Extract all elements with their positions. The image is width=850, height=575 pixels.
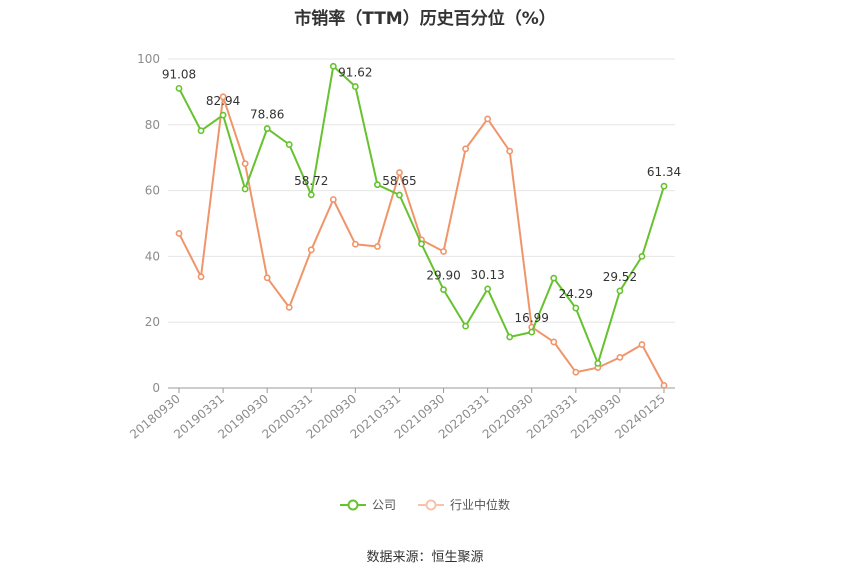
series-point-1[interactable] bbox=[241, 160, 249, 168]
y-tick-label: 20 bbox=[145, 315, 160, 329]
series-point-1[interactable] bbox=[285, 303, 293, 311]
series-point-1[interactable] bbox=[374, 243, 381, 250]
series-layer bbox=[175, 62, 668, 389]
series-point-1[interactable] bbox=[462, 145, 469, 153]
data-label: 30.13 bbox=[470, 268, 504, 282]
legend-industry-line-icon bbox=[418, 499, 444, 510]
legend-company-label: 公司 bbox=[371, 498, 396, 512]
series-point-0[interactable] bbox=[418, 240, 425, 248]
series-point-1[interactable] bbox=[329, 196, 337, 203]
data-label: 91.62 bbox=[338, 66, 372, 80]
data-label: 91.08 bbox=[162, 67, 196, 81]
series-point-0[interactable] bbox=[506, 333, 514, 341]
plot-area: 0204060801002018093020190331201909302020… bbox=[127, 52, 681, 442]
series-point-0[interactable] bbox=[638, 252, 646, 260]
y-tick-label: 60 bbox=[145, 184, 160, 198]
series-point-0[interactable] bbox=[351, 83, 359, 90]
series-point-0[interactable] bbox=[572, 304, 580, 312]
series-point-0[interactable] bbox=[594, 359, 602, 367]
y-tick-label: 80 bbox=[145, 118, 160, 132]
series-point-0[interactable] bbox=[616, 287, 624, 295]
series-point-0[interactable] bbox=[241, 185, 249, 193]
series-point-0[interactable] bbox=[307, 191, 315, 199]
series-point-0[interactable] bbox=[175, 84, 183, 92]
data-label: 58.65 bbox=[382, 174, 416, 188]
series-point-0[interactable] bbox=[197, 127, 205, 135]
series-point-1[interactable] bbox=[638, 341, 646, 348]
series-point-1[interactable] bbox=[396, 169, 403, 176]
data-label: 29.90 bbox=[426, 269, 460, 283]
series-point-1[interactable] bbox=[550, 338, 558, 346]
data-label: 58.72 bbox=[294, 174, 328, 188]
y-tick-label: 100 bbox=[137, 52, 160, 66]
series-point-0[interactable] bbox=[528, 328, 536, 336]
axis-layer: 0204060801002018093020190331201909302020… bbox=[127, 52, 675, 442]
data-label: 29.52 bbox=[603, 270, 637, 284]
series-point-0[interactable] bbox=[374, 181, 381, 189]
data-label: 78.86 bbox=[250, 108, 284, 122]
y-tick-label: 40 bbox=[145, 249, 160, 263]
series-point-0[interactable] bbox=[484, 285, 492, 293]
label-layer: 91.08 82.94 78.86 58.72 91.62 58.65 29.90 30.13… bbox=[162, 66, 681, 326]
chart-title: 市销率（TTM）历史百分位（%） bbox=[294, 9, 556, 29]
legend-item-company[interactable]: 公司 bbox=[339, 496, 396, 513]
legend-company-line-icon bbox=[339, 499, 366, 510]
y-tick-label: 0 bbox=[152, 381, 160, 395]
series-point-1[interactable] bbox=[307, 246, 315, 254]
data-label: 82.94 bbox=[206, 94, 240, 108]
series-point-0[interactable] bbox=[440, 286, 447, 294]
series-point-1[interactable] bbox=[616, 354, 624, 361]
series-point-0[interactable] bbox=[329, 62, 337, 70]
series-point-1[interactable] bbox=[263, 274, 271, 282]
series-point-0[interactable] bbox=[396, 191, 403, 199]
data-label: 61.34 bbox=[647, 165, 681, 179]
series-point-1[interactable] bbox=[219, 93, 227, 101]
series-point-1[interactable] bbox=[440, 248, 447, 255]
series-point-1[interactable] bbox=[506, 147, 514, 155]
series-point-0[interactable] bbox=[263, 125, 271, 132]
series-point-0[interactable] bbox=[660, 182, 668, 190]
series-point-0[interactable] bbox=[462, 322, 469, 330]
series-point-1[interactable] bbox=[351, 240, 359, 248]
series-point-0[interactable] bbox=[285, 141, 293, 148]
legend-industry-label: 行业中位数 bbox=[450, 498, 511, 512]
grid-layer bbox=[168, 58, 675, 323]
series-point-1[interactable] bbox=[175, 229, 183, 237]
series-point-1[interactable] bbox=[660, 381, 668, 389]
legend: 公司 行业中位数 bbox=[0, 496, 850, 513]
source-note: 数据来源：恒生聚源 bbox=[366, 550, 484, 565]
series-point-0[interactable] bbox=[550, 274, 558, 282]
data-label: 16.99 bbox=[515, 311, 549, 325]
data-label: 24.29 bbox=[559, 287, 593, 301]
series-point-0[interactable] bbox=[219, 111, 227, 119]
legend-item-industry-median[interactable]: 行业中位数 bbox=[418, 496, 510, 513]
series-point-1[interactable] bbox=[197, 273, 205, 281]
series-point-1[interactable] bbox=[484, 115, 492, 123]
series-point-1[interactable] bbox=[572, 368, 580, 376]
